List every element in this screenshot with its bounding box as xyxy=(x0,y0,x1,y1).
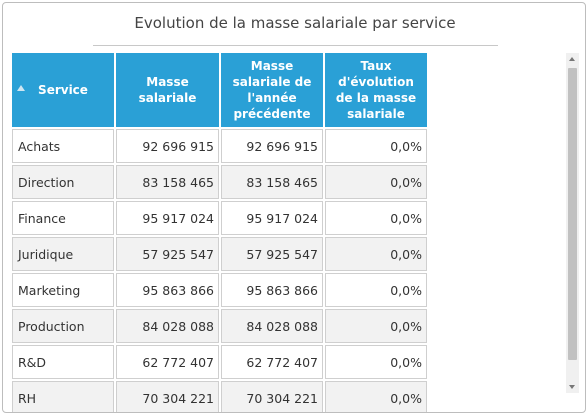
panel-title: Evolution de la masse salariale par serv… xyxy=(134,14,456,32)
cell-service: RH xyxy=(12,381,114,412)
cell-taux: 0,0% xyxy=(325,381,427,412)
cell-masse: 95 917 024 xyxy=(116,201,219,235)
scrollbar-thumb[interactable] xyxy=(568,68,577,360)
cell-taux: 0,0% xyxy=(325,237,427,271)
cell-masse-precedente: 92 696 915 xyxy=(221,129,323,163)
scroll-down-arrow-icon[interactable] xyxy=(569,385,575,389)
salary-table: Service Masse salariale Masse salariale … xyxy=(10,51,429,412)
table-row[interactable]: Finance 95 917 024 95 917 024 0,0% xyxy=(12,201,427,235)
table-container[interactable]: Service Masse salariale Masse salariale … xyxy=(10,51,429,412)
cell-taux: 0,0% xyxy=(325,201,427,235)
column-header-masse[interactable]: Masse salariale xyxy=(116,53,219,127)
table-row[interactable]: Marketing 95 863 866 95 863 866 0,0% xyxy=(12,273,427,307)
column-header-service[interactable]: Service xyxy=(12,53,114,127)
cell-masse: 84 028 088 xyxy=(116,309,219,343)
cell-masse: 62 772 407 xyxy=(116,345,219,379)
sort-ascending-icon[interactable] xyxy=(17,85,25,91)
cell-masse: 83 158 465 xyxy=(116,165,219,199)
scroll-up-arrow-icon[interactable] xyxy=(569,57,575,61)
column-header-taux[interactable]: Taux d'évolution de la masse salariale xyxy=(325,53,427,127)
cell-service: Marketing xyxy=(12,273,114,307)
cell-masse-precedente: 57 925 547 xyxy=(221,237,323,271)
table-row[interactable]: RH 70 304 221 70 304 221 0,0% xyxy=(12,381,427,412)
header-row: Service Masse salariale Masse salariale … xyxy=(12,53,427,127)
cell-service: R&D xyxy=(12,345,114,379)
cell-taux: 0,0% xyxy=(325,273,427,307)
cell-masse-precedente: 95 917 024 xyxy=(221,201,323,235)
cell-masse: 70 304 221 xyxy=(116,381,219,412)
column-header-service-label: Service xyxy=(38,83,88,97)
cell-masse-precedente: 84 028 088 xyxy=(221,309,323,343)
cell-masse-precedente: 62 772 407 xyxy=(221,345,323,379)
cell-service: Juridique xyxy=(12,237,114,271)
vertical-scrollbar[interactable] xyxy=(566,53,579,393)
table-row[interactable]: Achats 92 696 915 92 696 915 0,0% xyxy=(12,129,427,163)
cell-taux: 0,0% xyxy=(325,129,427,163)
table-row[interactable]: Juridique 57 925 547 57 925 547 0,0% xyxy=(12,237,427,271)
cell-service: Finance xyxy=(12,201,114,235)
cell-masse: 57 925 547 xyxy=(116,237,219,271)
cell-masse: 92 696 915 xyxy=(116,129,219,163)
cell-service: Direction xyxy=(12,165,114,199)
title-divider xyxy=(93,45,498,46)
table-row[interactable]: Production 84 028 088 84 028 088 0,0% xyxy=(12,309,427,343)
cell-taux: 0,0% xyxy=(325,345,427,379)
cell-masse-precedente: 83 158 465 xyxy=(221,165,323,199)
column-header-masse-precedente[interactable]: Masse salariale de l'année précédente xyxy=(221,53,323,127)
cell-masse-precedente: 95 863 866 xyxy=(221,273,323,307)
cell-service: Achats xyxy=(12,129,114,163)
cell-taux: 0,0% xyxy=(325,309,427,343)
table-row[interactable]: R&D 62 772 407 62 772 407 0,0% xyxy=(12,345,427,379)
cell-masse: 95 863 866 xyxy=(116,273,219,307)
table-row[interactable]: Direction 83 158 465 83 158 465 0,0% xyxy=(12,165,427,199)
cell-taux: 0,0% xyxy=(325,165,427,199)
cell-masse-precedente: 70 304 221 xyxy=(221,381,323,412)
cell-service: Production xyxy=(12,309,114,343)
